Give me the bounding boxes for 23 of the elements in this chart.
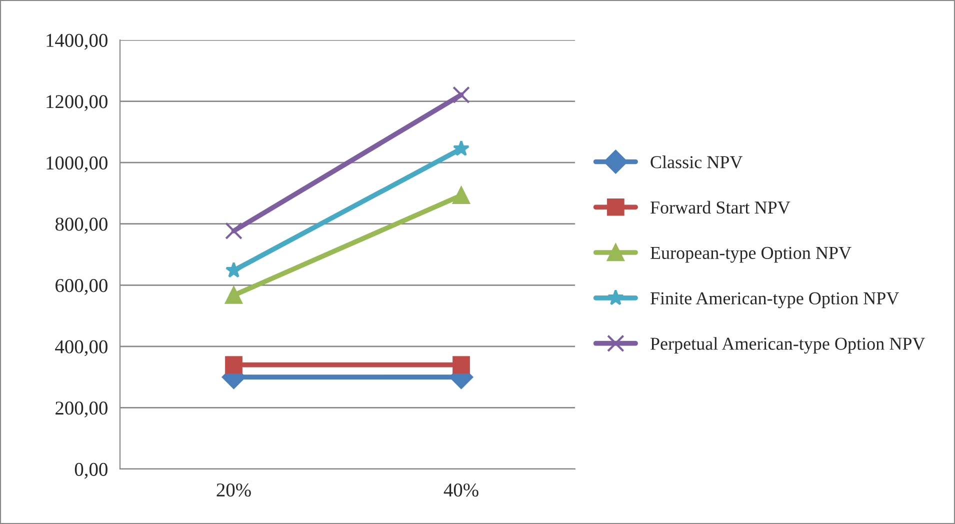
- point: [225, 286, 242, 304]
- y-tick-label: 200,00: [56, 402, 108, 418]
- y-tick-label: 800,00: [55, 218, 108, 234]
- legend-label: Finite American-type Option NPV: [650, 292, 899, 308]
- point: [225, 262, 242, 278]
- legend-label: European-type Option NPV: [650, 246, 852, 263]
- legend-label: Classic NPV: [650, 156, 743, 168]
- point: [452, 140, 470, 156]
- y-tick-label: 1000,00: [46, 156, 108, 172]
- legend-label: Forward Start NPV: [650, 200, 790, 214]
- x-tick-label: 40%: [444, 483, 478, 497]
- point: [225, 356, 242, 374]
- point: [452, 86, 470, 104]
- y-tick-label: 400,00: [55, 340, 108, 356]
- y-tick-label: 1200,00: [46, 95, 108, 112]
- x-tick-label: 20%: [216, 483, 251, 497]
- y-tick-label: 1400,00: [46, 34, 108, 50]
- y-tick-label: 600,00: [56, 278, 108, 295]
- legend-label: Perpetual American-type Option NPV: [650, 337, 926, 354]
- point: [452, 356, 470, 374]
- y-tick-label: 0,00: [74, 462, 108, 479]
- point: [225, 222, 242, 240]
- point: [452, 186, 470, 204]
